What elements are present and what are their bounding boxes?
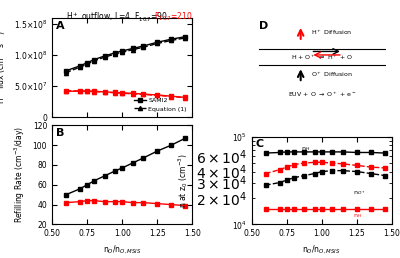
Text: D: D bbox=[258, 21, 268, 31]
Y-axis label: n at z$_0$ (cm$^{-3}$): n at z$_0$ (cm$^{-3}$) bbox=[176, 153, 190, 208]
Text: O$^+$ Diffusion: O$^+$ Diffusion bbox=[310, 70, 352, 79]
Y-axis label: H$^+$ flux (cm$^{-2}$ s$^{-1}$): H$^+$ flux (cm$^{-2}$ s$^{-1}$) bbox=[0, 31, 8, 104]
Text: H$^+$ Diffusion: H$^+$ Diffusion bbox=[310, 28, 352, 37]
Legend: SAMI2, Equation (1): SAMI2, Equation (1) bbox=[132, 95, 189, 114]
Text: C: C bbox=[256, 139, 264, 149]
Text: EUV + O $\rightarrow$ O$^+$ + e$^-$: EUV + O $\rightarrow$ O$^+$ + e$^-$ bbox=[288, 90, 356, 99]
X-axis label: n$_O$/n$_{O,MSIS}$: n$_O$/n$_{O,MSIS}$ bbox=[302, 244, 341, 256]
Text: n$_{O^+}$: n$_{O^+}$ bbox=[353, 189, 365, 197]
Text: B: B bbox=[56, 128, 64, 138]
Text: H$^+$ outflow, L=4  F$_{10.7}$=90: H$^+$ outflow, L=4 F$_{10.7}$=90 bbox=[66, 10, 168, 23]
X-axis label: n$_O$/n$_{O,MSIS}$: n$_O$/n$_{O,MSIS}$ bbox=[103, 244, 142, 256]
Text: A: A bbox=[56, 21, 65, 31]
Text: H + O$^+$ $\rightleftharpoons$ H$^+$ + O: H + O$^+$ $\rightleftharpoons$ H$^+$ + O bbox=[291, 53, 353, 61]
Y-axis label: Refilling Rate (cm$^{-3}$/day): Refilling Rate (cm$^{-3}$/day) bbox=[13, 126, 27, 223]
Text: n$_H$: n$_H$ bbox=[301, 145, 310, 153]
Text: F$_{10.7}$=210: F$_{10.7}$=210 bbox=[152, 10, 194, 23]
Text: n$_H$: n$_H$ bbox=[353, 212, 362, 220]
